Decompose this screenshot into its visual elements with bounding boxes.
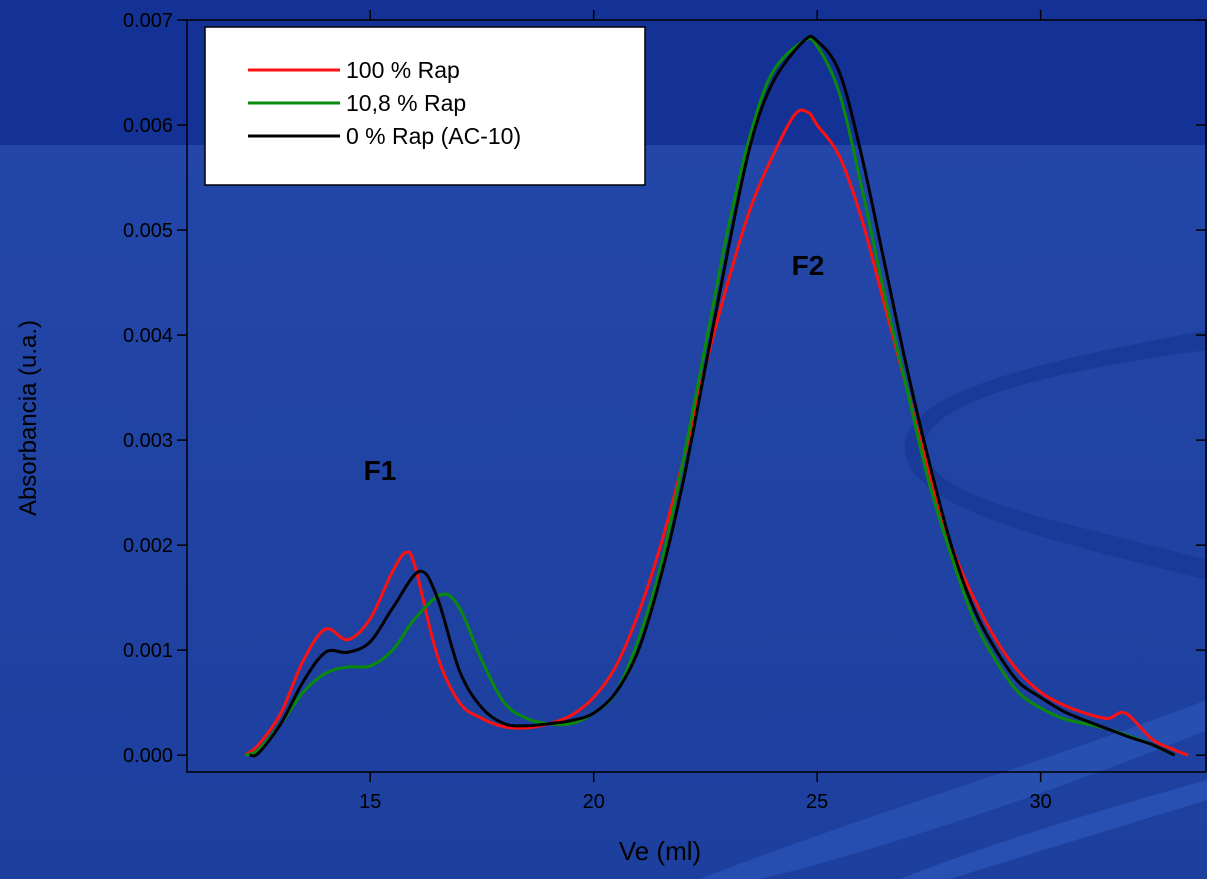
legend-label: 10,8 % Rap: [346, 90, 466, 116]
x-tick-label: 20: [583, 791, 605, 813]
x-tick-label: 25: [806, 791, 828, 813]
y-tick-label: 0.005: [123, 220, 173, 242]
y-tick-label: 0.007: [123, 10, 173, 32]
swoosh: [700, 700, 1207, 879]
x-axis-label: Ve (ml): [619, 836, 701, 866]
annotation: F2: [792, 250, 825, 281]
series-line: [244, 108, 1189, 757]
y-tick-label: 0.003: [123, 430, 173, 452]
y-tick-label: 0.002: [123, 535, 173, 557]
swoosh: [900, 780, 1207, 879]
y-tick-label: 0.006: [123, 115, 173, 137]
x-tick-label: 15: [359, 791, 381, 813]
legend-label: 100 % Rap: [346, 57, 460, 83]
y-tick-label: 0.004: [123, 325, 173, 347]
x-tick-label: 30: [1030, 791, 1052, 813]
y-tick-label: 0.000: [123, 745, 173, 767]
swoosh: [904, 330, 1207, 580]
annotation: F1: [364, 455, 397, 486]
legend-label: 0 % Rap (AC-10): [346, 123, 521, 149]
series-line: [249, 34, 1176, 758]
y-tick-label: 0.001: [123, 640, 173, 662]
series-line: [244, 36, 1176, 757]
y-axis-label: Absorbancia (u.a.): [15, 320, 42, 516]
plot-frame: [186, 19, 1207, 773]
legend-box: [204, 26, 646, 186]
